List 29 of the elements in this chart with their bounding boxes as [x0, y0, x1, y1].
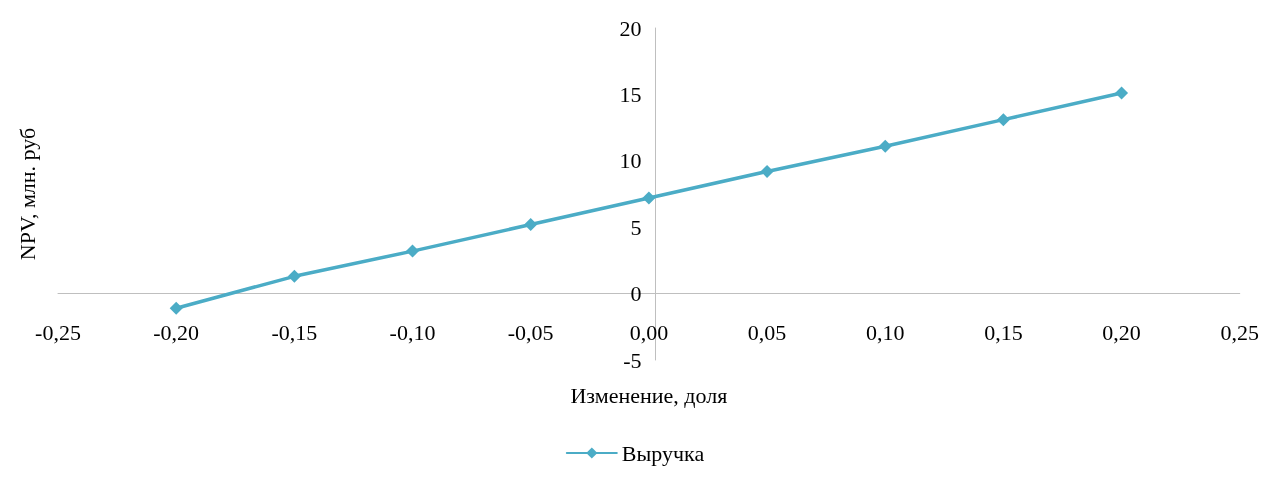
- point: [524, 218, 538, 232]
- point: [878, 139, 892, 153]
- point: [760, 164, 774, 178]
- y-tick-label: 20: [619, 15, 642, 41]
- x-axis-title: Изменение, доля: [570, 383, 728, 409]
- y-tick-label: 0: [630, 281, 642, 307]
- x-tick-label: 0,00: [629, 320, 669, 346]
- y-tick-label: 5: [630, 214, 642, 240]
- y-tick-label: 15: [619, 81, 642, 107]
- point: [642, 191, 656, 205]
- x-tick-label: -0,20: [153, 320, 200, 346]
- x-tick-label: -0,25: [35, 320, 81, 346]
- y-tick-label: 10: [619, 148, 642, 174]
- x-tick-label: 0,20: [1102, 320, 1141, 346]
- x-tick-label: 0,25: [1220, 320, 1259, 346]
- x-tick-label: 0,10: [865, 320, 905, 346]
- x-tick-label: -0,05: [507, 320, 554, 346]
- x-tick-label: 0,15: [984, 320, 1023, 346]
- point: [406, 244, 420, 258]
- y-axis-title: NPV, млн. руб: [14, 127, 40, 261]
- point: [996, 113, 1010, 127]
- x-tick-label: -0,15: [271, 320, 318, 346]
- x-tick-label: -0,10: [389, 320, 436, 346]
- point: [169, 301, 183, 315]
- point: [287, 269, 301, 283]
- point: [1115, 86, 1129, 100]
- x-tick-label: 0,05: [747, 320, 787, 346]
- y-tick-label: -5: [623, 347, 642, 373]
- legend-label: Выручка: [621, 440, 705, 466]
